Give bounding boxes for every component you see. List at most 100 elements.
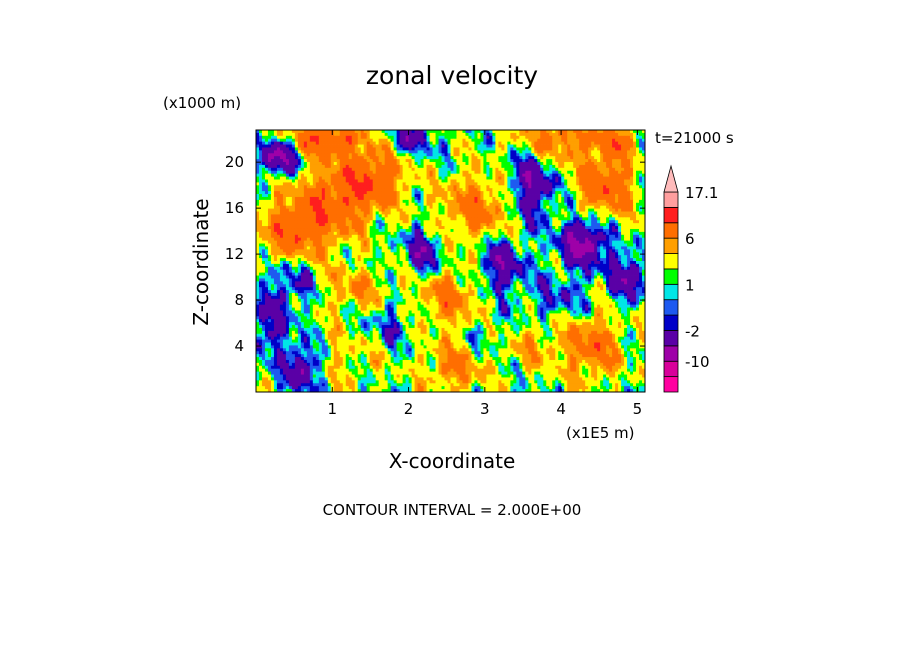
field-cell (474, 199, 478, 204)
field-cell (297, 179, 302, 183)
field-cell (495, 226, 499, 230)
field-cell (294, 141, 299, 145)
field-cell (534, 182, 538, 186)
field-cell (450, 214, 454, 218)
field-cell (288, 194, 293, 198)
field-cell (537, 170, 541, 175)
field-cell (588, 170, 592, 175)
field-cell (414, 164, 418, 169)
field-cell (444, 211, 448, 215)
field-cell (630, 182, 634, 186)
field-cell (423, 147, 427, 151)
field-cell (483, 164, 487, 169)
field-cell (510, 199, 514, 204)
field-cell (609, 196, 613, 201)
field-cell (450, 196, 454, 201)
field-cell (258, 153, 263, 157)
field-cell (303, 196, 308, 201)
field-cell (477, 185, 481, 189)
field-cell (606, 188, 610, 192)
field-cell (579, 188, 583, 192)
field-cell (267, 164, 272, 169)
field-cell (381, 147, 386, 151)
field-cell (405, 144, 410, 148)
field-cell (531, 234, 535, 239)
field-cell (453, 185, 457, 189)
field-cell (552, 173, 556, 177)
field-cell (615, 132, 619, 137)
field-cell (639, 170, 643, 175)
field-cell (471, 162, 475, 166)
field-cell (585, 173, 589, 177)
field-cell (375, 237, 380, 242)
field-cell (360, 228, 365, 233)
field-cell (408, 141, 412, 145)
field-cell (303, 167, 308, 172)
field-cell (264, 153, 269, 157)
field-cell (297, 220, 302, 224)
field-cell (267, 176, 272, 180)
field-cell (534, 199, 538, 204)
field-cell (534, 237, 538, 242)
field-cell (267, 231, 272, 236)
field-cell (549, 153, 553, 157)
field-cell (375, 179, 380, 183)
field-cell (351, 162, 356, 166)
field-cell (525, 159, 529, 163)
field-cell (324, 191, 329, 195)
field-cell (534, 196, 538, 201)
field-cell (567, 176, 571, 180)
field-cell (438, 167, 442, 172)
field-cell (366, 226, 371, 230)
field-cell (543, 138, 547, 143)
field-cell (360, 162, 365, 166)
field-cell (294, 147, 299, 151)
field-cell (408, 217, 412, 221)
field-cell (480, 226, 484, 230)
field-cell (408, 188, 412, 192)
field-cell (510, 156, 514, 160)
field-cell (300, 237, 305, 242)
field-cell (546, 141, 550, 145)
field-cell (453, 228, 457, 233)
field-cell (261, 182, 266, 186)
field-cell (282, 156, 287, 160)
field-cell (324, 179, 329, 183)
field-cell (312, 167, 317, 172)
field-cell (573, 144, 577, 148)
field-cell (564, 135, 568, 140)
field-cell (321, 164, 326, 169)
field-cell (312, 217, 317, 221)
field-cell (321, 167, 326, 172)
field-cell (633, 202, 637, 207)
field-cell (492, 156, 496, 160)
field-cell (474, 202, 478, 207)
field-cell (486, 130, 490, 134)
field-cell (393, 223, 398, 227)
field-cell (633, 150, 637, 154)
field-cell (612, 135, 616, 140)
field-cell (498, 194, 502, 198)
field-cell (486, 217, 490, 221)
field-cell (438, 182, 442, 186)
field-cell (555, 176, 559, 180)
field-cell (597, 150, 601, 154)
field-cell (387, 179, 392, 183)
field-cell (396, 135, 401, 140)
field-cell (579, 199, 583, 204)
field-cell (636, 211, 640, 215)
field-cell (603, 150, 607, 154)
field-cell (432, 237, 436, 242)
field-cell (540, 164, 544, 169)
field-cell (483, 173, 487, 177)
field-cell (261, 179, 266, 183)
field-cell (333, 202, 338, 207)
field-cell (384, 202, 389, 207)
field-cell (423, 138, 427, 143)
field-cell (256, 150, 260, 154)
field-cell (267, 167, 272, 172)
field-cell (585, 234, 589, 239)
field-cell (303, 130, 308, 134)
field-cell (546, 205, 550, 209)
field-cell (573, 214, 577, 218)
